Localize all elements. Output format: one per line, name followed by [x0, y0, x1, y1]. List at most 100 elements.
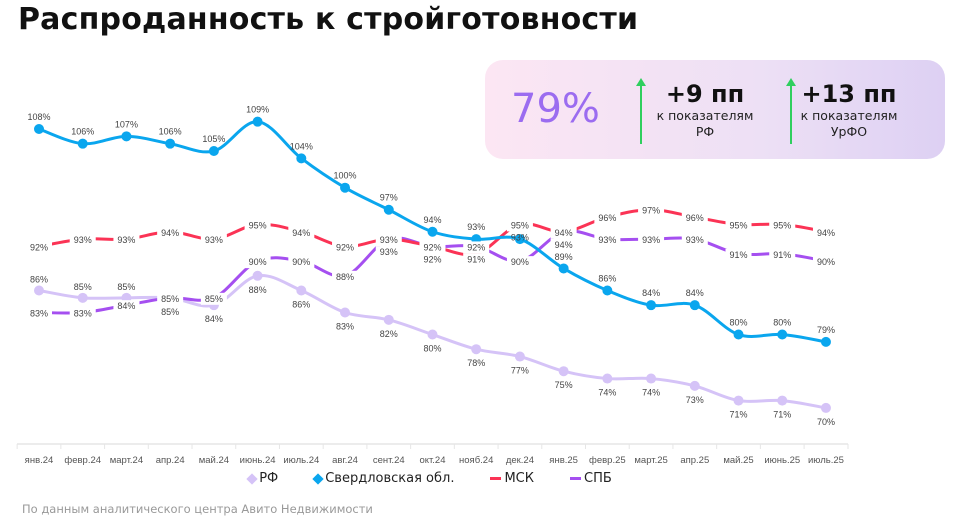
data-point [252, 270, 263, 281]
data-label: 88% [249, 285, 267, 295]
data-label: 73% [686, 395, 704, 405]
data-label: 94% [292, 228, 310, 238]
data-label-bg [506, 256, 533, 269]
data-label-bg [550, 226, 577, 239]
data-label: 100% [334, 171, 357, 181]
data-label: 91% [730, 250, 748, 260]
stat-caption: РФ [695, 124, 715, 139]
x-tick-label: апр.25 [680, 455, 709, 466]
data-point [383, 204, 394, 215]
data-label: 78% [467, 358, 485, 368]
data-label: 83% [336, 322, 354, 332]
data-label: 84% [117, 301, 135, 311]
arrow-up-icon [786, 78, 796, 144]
data-label-bg [200, 234, 227, 247]
x-tick-label: июль.25 [808, 455, 844, 466]
line-chart: янв.24 февр.24 март.24 апр.24 май.24 июнь.24 и… [16, 105, 849, 466]
data-label: 83% [74, 309, 92, 319]
data-label-bg [419, 253, 446, 266]
data-label-bg [594, 212, 621, 225]
data-label-bg [69, 234, 96, 247]
data-label: 90% [292, 257, 310, 267]
legend-marker-icon [570, 477, 581, 480]
data-label-bg [113, 300, 140, 313]
data-label: 82% [380, 329, 398, 339]
data-label: 74% [598, 388, 616, 398]
data-label: 93% [642, 235, 660, 245]
x-tick-label: янв.24 [25, 455, 54, 466]
legend-marker-icon [490, 477, 502, 480]
data-label-bg [244, 219, 271, 232]
data-label-bg [594, 234, 621, 247]
data-point [689, 380, 700, 391]
summary-value: 79% [511, 86, 600, 132]
data-point [558, 263, 569, 274]
data-point [733, 329, 744, 340]
data-label: 92% [336, 242, 354, 252]
data-label: 95% [511, 220, 529, 230]
data-label: 96% [598, 213, 616, 223]
data-label: 83% [30, 309, 48, 319]
data-label: 94% [555, 228, 573, 238]
data-label-bg [812, 256, 839, 269]
data-label: 93% [598, 235, 616, 245]
data-label: 71% [730, 410, 748, 420]
data-label-bg [812, 226, 839, 239]
data-label-bg [288, 256, 315, 269]
data-point [689, 300, 700, 311]
data-point [820, 402, 831, 413]
legend-item: Свердловская обл. [312, 471, 455, 486]
data-point [427, 329, 438, 340]
data-label: 91% [467, 254, 485, 264]
data-label: 80% [423, 344, 441, 354]
legend-label: Свердловская обл. [325, 471, 455, 486]
data-label: 86% [598, 273, 616, 283]
data-point [777, 329, 788, 340]
data-label: 95% [249, 220, 267, 230]
data-point [121, 131, 132, 142]
arrow-up-icon [636, 78, 646, 144]
data-label: 85% [161, 294, 179, 304]
data-label-bg [463, 253, 490, 266]
x-tick-label: сент.24 [373, 455, 405, 466]
data-label: 90% [817, 257, 835, 267]
data-label: 109% [246, 105, 269, 115]
data-label: 79% [817, 325, 835, 335]
data-label: 94% [423, 215, 441, 225]
legend-item: РФ [246, 471, 278, 486]
data-label: 104% [290, 141, 313, 151]
x-tick-label: дек.24 [506, 455, 534, 466]
legend-item: МСК [490, 471, 534, 486]
data-label: 74% [642, 388, 660, 398]
page-title: Распроданность к стройготовности [18, 2, 639, 37]
data-label-bg [681, 234, 708, 247]
data-point [646, 300, 657, 311]
data-point [340, 182, 351, 193]
data-label: 94% [555, 240, 573, 250]
data-label: 85% [74, 282, 92, 292]
data-label-bg [200, 292, 227, 305]
stat-caption: к показателям [800, 108, 898, 123]
data-point [558, 366, 569, 377]
data-label-bg [244, 256, 271, 269]
data-label: 90% [511, 257, 529, 267]
stat-rf: +9 пп к показателям РФ [645, 80, 765, 140]
data-label-bg [26, 241, 52, 254]
x-tick-label: июнь.24 [240, 455, 276, 466]
data-point [340, 307, 351, 318]
data-label-bg [157, 226, 184, 239]
data-label: 77% [511, 366, 529, 376]
legend-marker-icon [246, 472, 258, 485]
data-label: 93% [380, 235, 398, 245]
data-point [602, 285, 613, 296]
data-point [514, 234, 525, 245]
stat-urfo: +13 пп к показателям УрФО [793, 80, 905, 140]
x-tick-label: апр.24 [156, 455, 185, 466]
data-label: 95% [730, 220, 748, 230]
data-label: 107% [115, 119, 138, 129]
data-label: 108% [27, 112, 50, 122]
series-line-0 [37, 273, 828, 410]
x-tick-label: июнь.25 [764, 455, 800, 466]
stat-value: +13 пп [801, 80, 897, 108]
data-label: 97% [642, 206, 660, 216]
